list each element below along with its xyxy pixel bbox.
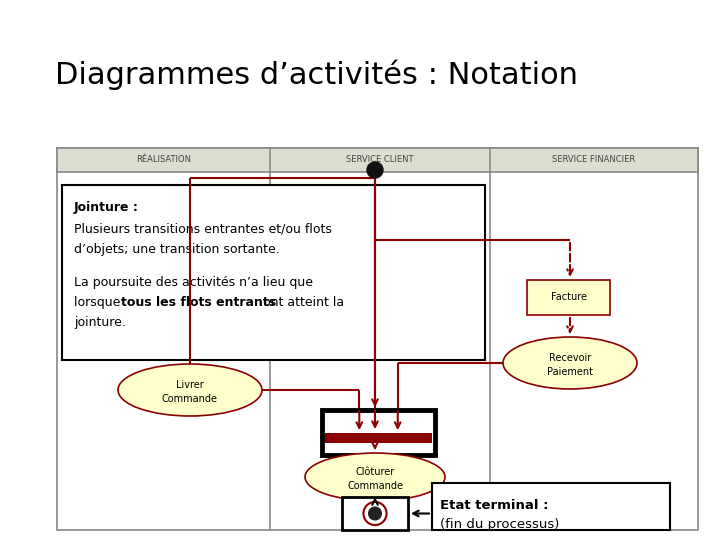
- Bar: [62, 185, 485, 360]
- Text: Diagrammes d’activités : Notation: Diagrammes d’activités : Notation: [55, 60, 578, 91]
- Ellipse shape: [503, 337, 637, 389]
- Text: RÉALISATION: RÉALISATION: [136, 156, 191, 165]
- Text: (fin du processus): (fin du processus): [440, 518, 559, 531]
- Bar: [57, 148, 698, 172]
- Bar: [527, 280, 610, 315]
- Text: lorsque: lorsque: [74, 296, 125, 309]
- Text: Clôturer: Clôturer: [356, 467, 395, 477]
- Text: SERVICE CLIENT: SERVICE CLIENT: [346, 156, 414, 165]
- Circle shape: [369, 507, 382, 520]
- Text: d’objets; une transition sortante.: d’objets; une transition sortante.: [74, 243, 280, 256]
- Text: jointure.: jointure.: [74, 316, 126, 329]
- Bar: [57, 148, 698, 172]
- Bar: [322, 410, 435, 455]
- Text: tous les flots entrants: tous les flots entrants: [121, 296, 276, 309]
- Text: Jointure :: Jointure :: [74, 201, 139, 214]
- Text: Etat terminal :: Etat terminal :: [440, 499, 549, 512]
- Text: SERVICE FINANCIER: SERVICE FINANCIER: [552, 156, 636, 165]
- Text: Recevoir: Recevoir: [549, 353, 591, 363]
- Text: Plusieurs transitions entrantes et/ou flots: Plusieurs transitions entrantes et/ou fl…: [74, 223, 332, 236]
- Text: Facture: Facture: [551, 293, 587, 302]
- Text: Paiement: Paiement: [547, 367, 593, 377]
- Bar: [325, 433, 432, 443]
- Bar: [57, 148, 698, 530]
- Bar: [342, 497, 408, 530]
- Ellipse shape: [305, 453, 445, 501]
- Circle shape: [367, 162, 383, 178]
- Bar: [432, 483, 670, 530]
- Text: La poursuite des activités n’a lieu que: La poursuite des activités n’a lieu que: [74, 276, 313, 289]
- Text: Livrer: Livrer: [176, 380, 204, 390]
- Text: ont atteint la: ont atteint la: [259, 296, 344, 309]
- Ellipse shape: [118, 364, 262, 416]
- Text: Commande: Commande: [347, 481, 403, 491]
- Text: Commande: Commande: [162, 394, 218, 404]
